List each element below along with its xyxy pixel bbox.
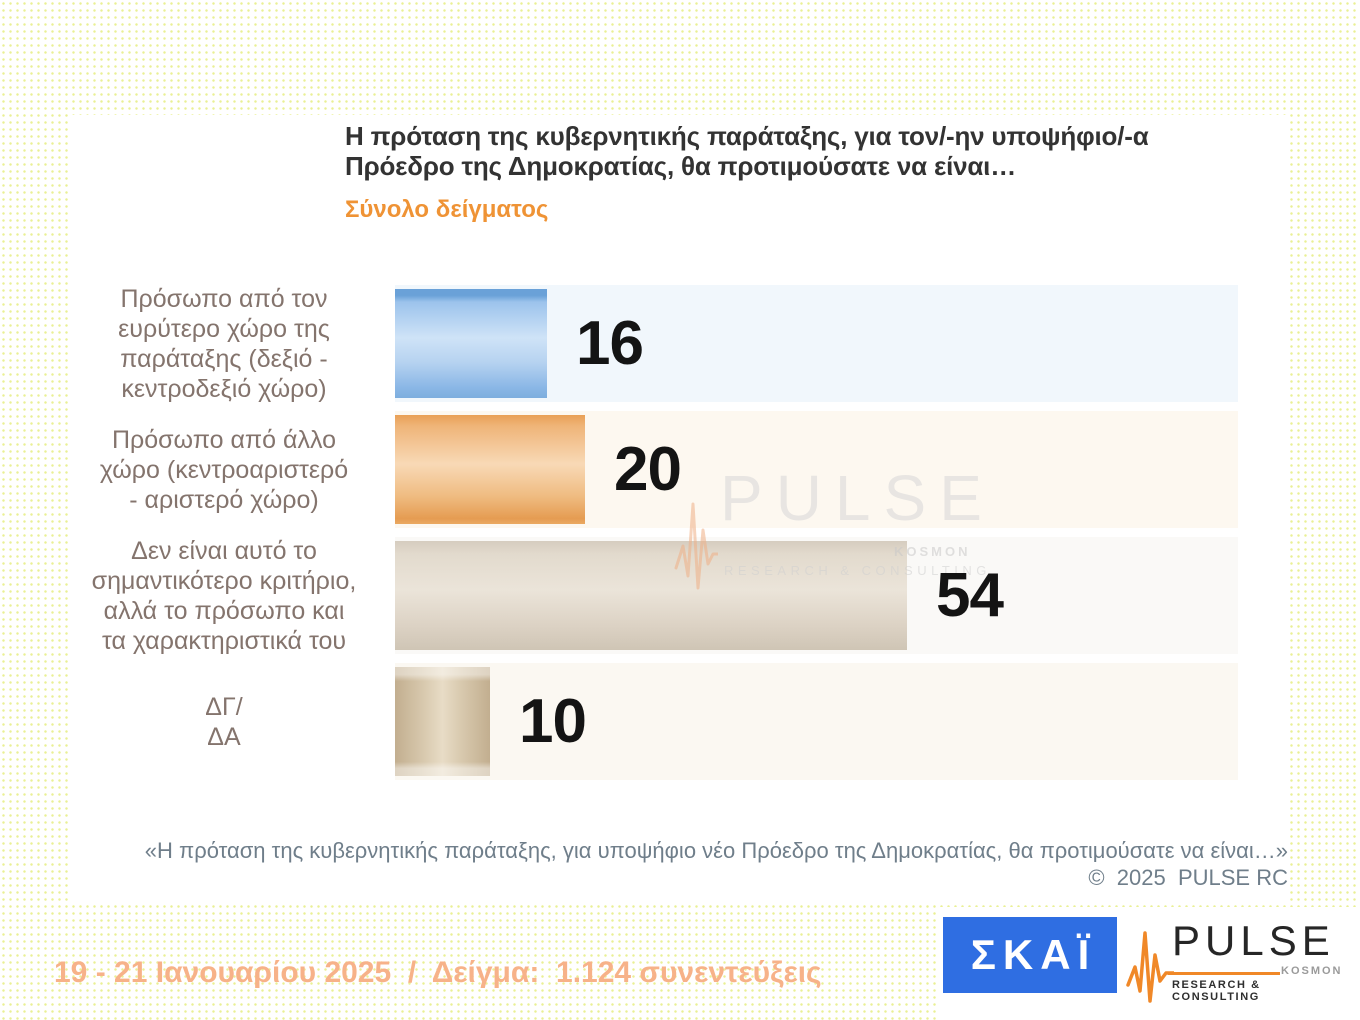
- bar-track: [395, 663, 1238, 780]
- bar: [395, 289, 547, 398]
- pulse-waveform-icon: [1126, 925, 1176, 1010]
- category-label: Δεν είναι αυτό το σημαντικότερο κριτήριο…: [91, 536, 357, 655]
- pulse-logo: PULSE KOSMON RESEARCH & CONSULTING: [1126, 913, 1350, 1013]
- bar: [395, 541, 907, 650]
- fieldwork-dates: 19 - 21 Ιανουαρίου 2025 / Δείγμα: 1.124 …: [54, 956, 822, 989]
- pulse-logo-underline: [1168, 972, 1280, 975]
- pulse-logo-brand: PULSE: [1172, 917, 1335, 964]
- skai-logo: ΣΚΑΪ: [943, 917, 1117, 993]
- chart-subtitle: Σύνολο δείγματος: [345, 196, 549, 223]
- pulse-logo-tagline: RESEARCH & CONSULTING: [1172, 979, 1261, 1003]
- value-label: 10: [519, 687, 587, 756]
- chart-title: Η πρόταση της κυβερνητικής παράταξης, γι…: [345, 121, 1149, 181]
- category-label: ΔΓ/ ΔΑ: [205, 692, 243, 751]
- skai-logo-text: ΣΚΑΪ: [970, 931, 1097, 978]
- bar-row: Πρόσωπο από τον ευρύτερο χώρο της παράτα…: [0, 284, 1360, 403]
- category-label: Πρόσωπο από τον ευρύτερο χώρο της παράτα…: [118, 284, 330, 403]
- bar-row: Δεν είναι αυτό το σημαντικότερο κριτήριο…: [0, 536, 1360, 655]
- bar-row: ΔΓ/ ΔΑ 10: [0, 663, 1360, 780]
- pulse-logo-sub: KOSMON: [1281, 965, 1343, 977]
- category-label: Πρόσωπο από άλλο χώρο (κεντροαριστερό - …: [99, 425, 349, 514]
- bar-row: Πρόσωπο από άλλο χώρο (κεντροαριστερό - …: [0, 411, 1360, 528]
- chart-rows: Πρόσωπο από τον ευρύτερο χώρο της παράτα…: [0, 285, 1360, 780]
- footer-quote: «Η πρόταση της κυβερνητικής παράταξης, γ…: [144, 838, 1288, 863]
- bar: [395, 667, 490, 776]
- value-label: 20: [614, 435, 682, 504]
- value-label: 16: [576, 309, 644, 378]
- footer-copyright: © 2025 PULSE RC: [1088, 865, 1288, 890]
- value-label: 54: [936, 561, 1004, 630]
- bar: [395, 415, 585, 524]
